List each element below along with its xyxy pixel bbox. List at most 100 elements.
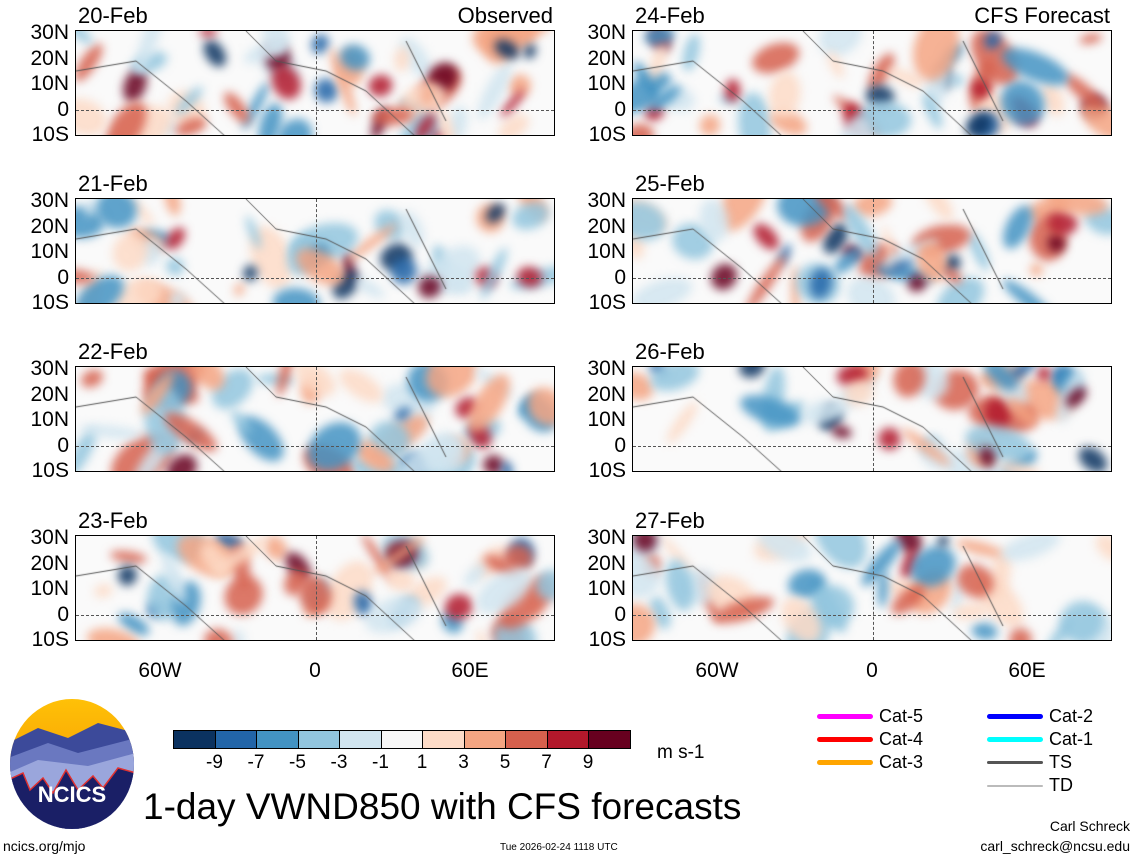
lat-tick-label: 10S — [588, 459, 626, 482]
lon-tick-label: 60W — [138, 659, 182, 682]
colorbar-swatch — [298, 731, 340, 748]
legend-label: Cat-4 — [879, 729, 924, 749]
prime-meridian-line — [873, 536, 874, 640]
equator-line — [633, 278, 1111, 279]
lat-tick-label: 20N — [30, 46, 69, 70]
lat-tick-label: 20N — [587, 551, 626, 575]
colorbar-units: m s-1 — [657, 742, 705, 763]
legend-label: Cat-5 — [879, 706, 924, 726]
legend-line-icon — [987, 784, 1043, 787]
lat-tick-label: 30N — [587, 189, 626, 212]
colorbar-tick-label: -5 — [289, 752, 306, 773]
panel-label: Observed — [457, 3, 553, 28]
lat-tick-label: 20N — [587, 382, 626, 406]
legend-label: TS — [1049, 752, 1073, 772]
map-panel — [632, 535, 1112, 641]
lat-tick-label: 10N — [587, 408, 626, 431]
lon-tick-label: 0 — [866, 659, 878, 682]
map-panel — [632, 366, 1112, 472]
map-panel — [75, 535, 555, 641]
wind-field — [633, 199, 1111, 303]
lat-tick-label: 10N — [30, 72, 69, 95]
storm-legend-item: Cat-3 — [817, 752, 923, 773]
lat-tick-label: 10N — [30, 240, 69, 263]
lon-tick-label: 60E — [451, 659, 489, 682]
equator-line — [633, 446, 1111, 447]
colorbar — [173, 730, 631, 749]
prime-meridian-line — [316, 31, 317, 135]
lat-tick-label: 10N — [30, 408, 69, 431]
lat-tick-label: 10N — [587, 577, 626, 600]
lat-tick-label: 10S — [31, 628, 69, 651]
colorbar-tick-label: -1 — [372, 752, 389, 773]
legend-line-icon — [987, 714, 1043, 719]
legend-label: TD — [1049, 775, 1073, 795]
footer-author: Carl Schreck — [1049, 818, 1130, 834]
lat-tick-label: 0 — [57, 265, 69, 289]
prime-meridian-line — [873, 199, 874, 303]
storm-legend-item: TD — [987, 775, 1073, 796]
prime-meridian-line — [873, 31, 874, 135]
lat-tick-label: 20N — [587, 214, 626, 238]
legend-line-icon — [817, 737, 873, 742]
equator-line — [76, 446, 554, 447]
panel-date: 20-Feb — [78, 3, 148, 28]
colorbar-swatch — [215, 731, 257, 748]
storm-legend-item: Cat-1 — [987, 729, 1093, 750]
colorbar-swatch — [589, 731, 630, 748]
panel-date: 23-Feb — [78, 508, 148, 533]
equator-line — [633, 615, 1111, 616]
lat-tick-label: 10S — [31, 459, 69, 482]
panel-date: 25-Feb — [635, 171, 705, 196]
wind-field — [76, 199, 554, 303]
lat-tick-label: 10N — [30, 577, 69, 600]
colorbar-tick-label: 9 — [582, 752, 594, 773]
colorbar-swatch — [340, 731, 382, 748]
ncics-logo: NCICS — [10, 699, 134, 829]
lat-tick-label: 0 — [57, 433, 69, 457]
colorbar-swatch — [257, 731, 299, 748]
wind-field — [633, 31, 1111, 135]
equator-line — [76, 615, 554, 616]
legend-line-icon — [987, 761, 1043, 764]
lat-tick-label: 30N — [30, 357, 69, 380]
storm-legend-item: Cat-2 — [987, 706, 1093, 727]
storm-legend-item: Cat-4 — [817, 729, 923, 750]
panel-date: 21-Feb — [78, 171, 148, 196]
prime-meridian-line — [873, 367, 874, 471]
wind-field — [76, 536, 554, 640]
lat-tick-label: 30N — [587, 526, 626, 549]
lat-tick-label: 20N — [30, 382, 69, 406]
map-panel — [75, 366, 555, 472]
equator-line — [76, 278, 554, 279]
storm-legend-item: TS — [987, 752, 1072, 773]
lat-tick-label: 0 — [614, 97, 626, 121]
colorbar-swatch — [547, 731, 589, 748]
colorbar-tick-label: 7 — [541, 752, 552, 773]
wind-field — [633, 536, 1111, 640]
colorbar-tick-label: 1 — [416, 752, 428, 773]
lat-tick-label: 10S — [31, 291, 69, 314]
lon-tick-label: 60W — [695, 659, 739, 682]
colorbar-tick-label: -3 — [330, 752, 348, 773]
colorbar-tick-label: -7 — [247, 752, 265, 773]
colorbar-tick-label: 5 — [499, 752, 511, 773]
legend-label: Cat-1 — [1049, 729, 1094, 749]
lat-tick-label: 0 — [614, 433, 626, 457]
panel-date: 26-Feb — [635, 339, 705, 364]
lat-tick-label: 30N — [587, 21, 626, 44]
lat-tick-label: 0 — [57, 97, 69, 121]
panel-label: CFS Forecast — [974, 3, 1110, 28]
lat-tick-label: 20N — [30, 551, 69, 575]
lat-tick-label: 10N — [587, 72, 626, 95]
panel-date: 22-Feb — [78, 339, 148, 364]
prime-meridian-line — [316, 367, 317, 471]
logo-text: NCICS — [38, 782, 106, 807]
equator-line — [76, 110, 554, 111]
wind-field — [76, 31, 554, 135]
wind-field — [633, 367, 1111, 471]
colorbar-swatch — [506, 731, 548, 748]
lat-tick-label: 30N — [587, 357, 626, 380]
lat-tick-label: 30N — [30, 189, 69, 212]
figure-title: 1-day VWND850 with CFS forecasts — [143, 786, 742, 827]
